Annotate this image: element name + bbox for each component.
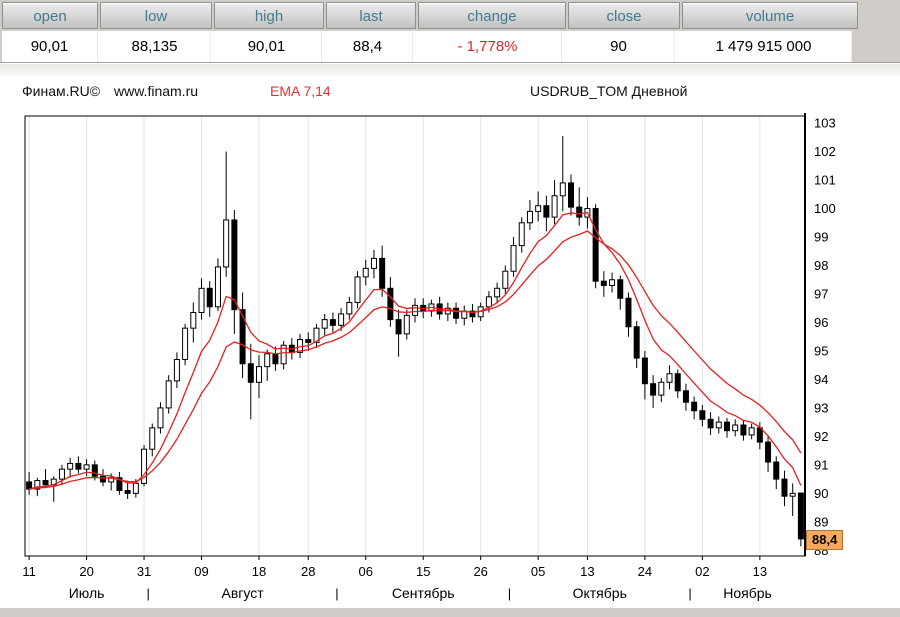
svg-text:20: 20	[79, 564, 93, 579]
svg-text:102: 102	[814, 144, 836, 159]
svg-text:Сентябрь: Сентябрь	[392, 585, 455, 601]
svg-text:94: 94	[814, 372, 828, 387]
svg-text:31: 31	[137, 564, 151, 579]
svg-text:|: |	[508, 586, 511, 601]
svg-text:05: 05	[531, 564, 545, 579]
svg-text:Август: Август	[222, 585, 265, 601]
svg-text:Июль: Июль	[69, 585, 105, 601]
svg-text:26: 26	[473, 564, 487, 579]
quote-header-change: change	[418, 2, 566, 29]
quote-header-high: high	[214, 2, 324, 29]
svg-text:99: 99	[814, 230, 828, 245]
quote-value-row: 90,01 88,135 90,01 88,4 - 1,778% 90 1 47…	[2, 31, 852, 62]
svg-text:98: 98	[814, 258, 828, 273]
svg-text:97: 97	[814, 286, 828, 301]
svg-text:18: 18	[252, 564, 266, 579]
svg-text:101: 101	[814, 173, 836, 188]
quote-value-high: 90,01	[212, 31, 322, 62]
svg-text:103: 103	[814, 116, 836, 131]
quote-panel: open low high last change close volume 9…	[0, 0, 900, 62]
svg-text:89: 89	[814, 514, 828, 529]
svg-text:Ноябрь: Ноябрь	[723, 585, 772, 601]
info-bar: Финам.RU© www.finam.ru EMA 7,14 USDRUB_T…	[0, 76, 900, 106]
quote-value-volume: 1 479 915 000	[676, 31, 852, 62]
quote-header-row: open low high last change close volume	[2, 2, 858, 29]
svg-text:|: |	[146, 586, 149, 601]
quote-value-open: 90,01	[2, 31, 98, 62]
last-price-tag: 88,4	[806, 529, 844, 550]
svg-text:|: |	[688, 586, 691, 601]
svg-text:13: 13	[580, 564, 594, 579]
quote-value-low: 88,135	[99, 31, 211, 62]
svg-text:90: 90	[814, 486, 828, 501]
ema-legend-label: EMA 7,14	[270, 83, 331, 99]
svg-text:93: 93	[814, 400, 828, 415]
svg-text:15: 15	[416, 564, 430, 579]
svg-text:06: 06	[359, 564, 373, 579]
quote-header-low: low	[100, 2, 212, 29]
svg-text:96: 96	[814, 315, 828, 330]
svg-text:100: 100	[814, 201, 836, 216]
svg-text:92: 92	[814, 429, 828, 444]
quote-value-change: - 1,778%	[414, 31, 562, 62]
quote-header-open: open	[2, 2, 98, 29]
svg-text:95: 95	[814, 343, 828, 358]
site-link[interactable]: www.finam.ru	[114, 83, 199, 99]
svg-text:28: 28	[301, 564, 315, 579]
svg-text:13: 13	[753, 564, 767, 579]
svg-text:Октябрь: Октябрь	[573, 585, 627, 601]
svg-text:11: 11	[22, 564, 36, 579]
quote-header-close: close	[568, 2, 680, 29]
svg-text:|: |	[335, 586, 338, 601]
brand-label: Финам.RU©	[22, 83, 101, 99]
quote-header-last: last	[326, 2, 416, 29]
svg-text:02: 02	[695, 564, 709, 579]
chart-title: USDRUB_TOM Дневной	[530, 83, 688, 99]
panel-divider	[0, 62, 900, 76]
svg-text:09: 09	[194, 564, 208, 579]
quote-value-last: 88,4	[323, 31, 413, 62]
svg-text:24: 24	[638, 564, 652, 579]
quote-value-close: 90	[563, 31, 675, 62]
footer-strip	[0, 608, 900, 617]
quote-header-volume: volume	[682, 2, 858, 29]
svg-text:91: 91	[814, 457, 828, 472]
